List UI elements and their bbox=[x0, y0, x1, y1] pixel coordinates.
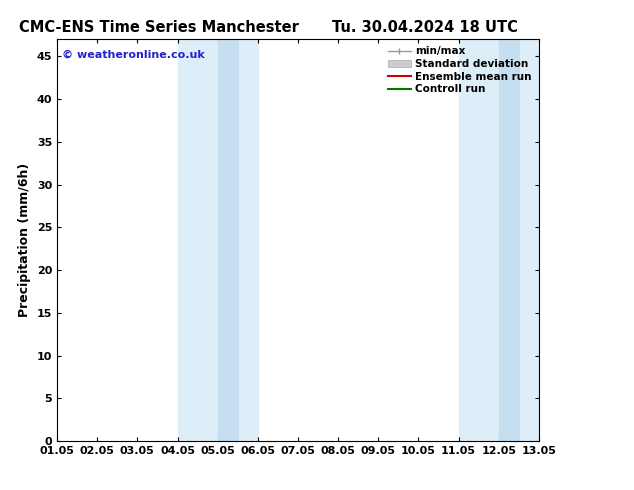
Bar bbox=[217, 39, 238, 441]
Bar bbox=[458, 39, 539, 441]
Legend: min/max, Standard deviation, Ensemble mean run, Controll run: min/max, Standard deviation, Ensemble me… bbox=[386, 45, 534, 97]
Text: Tu. 30.04.2024 18 UTC: Tu. 30.04.2024 18 UTC bbox=[332, 20, 518, 35]
Text: © weatheronline.co.uk: © weatheronline.co.uk bbox=[62, 49, 205, 59]
Bar bbox=[178, 39, 258, 441]
Y-axis label: Precipitation (mm/6h): Precipitation (mm/6h) bbox=[18, 163, 31, 317]
Bar bbox=[499, 39, 519, 441]
Text: CMC-ENS Time Series Manchester: CMC-ENS Time Series Manchester bbox=[18, 20, 299, 35]
